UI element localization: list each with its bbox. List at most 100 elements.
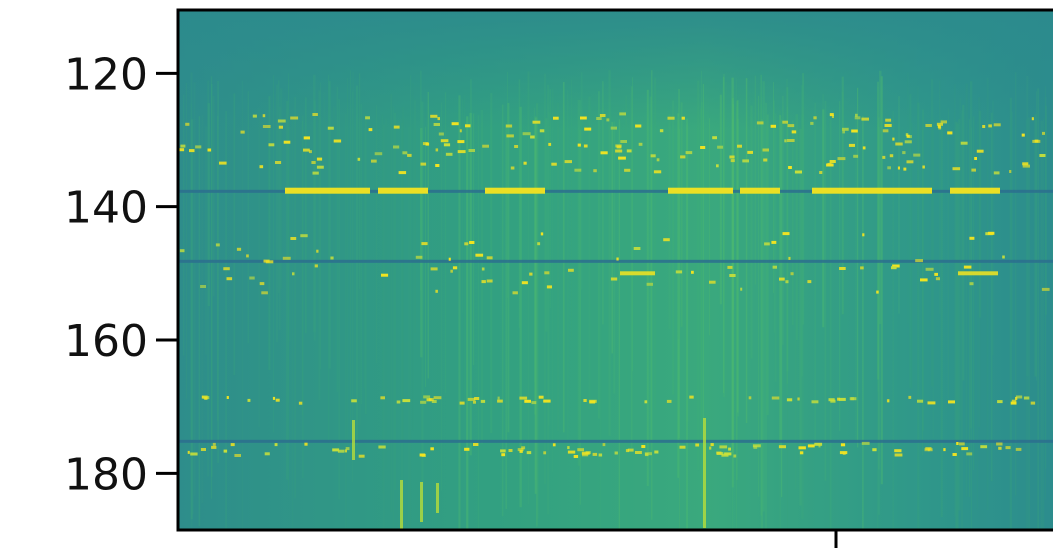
bright-pixel xyxy=(1039,154,1046,157)
bright-pixel xyxy=(457,150,466,154)
bright-pixel xyxy=(459,129,462,133)
bright-pixel xyxy=(283,140,291,144)
bright-pixel xyxy=(435,164,440,167)
bright-pixel xyxy=(332,448,340,452)
bright-pixel xyxy=(430,267,438,271)
texture-stripe xyxy=(356,85,359,446)
bright-pixel xyxy=(437,117,440,121)
bright-pixel xyxy=(344,449,347,453)
bright-pixel xyxy=(365,116,370,120)
texture-stripe xyxy=(686,118,688,530)
bright-pixel xyxy=(772,265,777,269)
bright-pixel xyxy=(1031,117,1034,121)
texture-stripe xyxy=(750,105,753,359)
bright-pixel xyxy=(982,125,986,128)
bright-pixel xyxy=(371,159,377,163)
texture-stripe xyxy=(400,122,404,500)
bright-pixel xyxy=(771,396,780,400)
bright-pixel xyxy=(428,398,434,402)
bright-pixel xyxy=(814,442,823,446)
y-tick-label: 140 xyxy=(64,183,148,234)
bright-pixel xyxy=(635,124,642,128)
bright-pixel xyxy=(827,162,832,166)
bright-pixel xyxy=(540,232,544,236)
texture-stripe xyxy=(766,114,769,415)
texture-stripe xyxy=(972,116,975,471)
bright-pixel xyxy=(211,445,217,449)
bright-pixel xyxy=(308,150,312,154)
bright-pixel xyxy=(472,400,476,404)
texture-stripe xyxy=(898,96,900,314)
texture-stripe xyxy=(534,116,537,481)
bright-pixel xyxy=(600,151,608,155)
bright-pixel xyxy=(709,280,716,284)
texture-stripe xyxy=(302,115,304,478)
bright-pixel xyxy=(580,116,587,120)
bright-pixel xyxy=(380,396,385,400)
bright-pixel xyxy=(314,264,318,268)
texture-stripe xyxy=(444,92,447,394)
texture-stripe xyxy=(480,109,484,444)
texture-stripe xyxy=(420,70,422,291)
texture-stripe xyxy=(880,76,883,485)
bright-pixel xyxy=(548,142,552,146)
texture-stripe xyxy=(278,80,280,294)
texture-stripe xyxy=(190,119,193,520)
texture-stripe xyxy=(212,95,215,297)
texture-stripe xyxy=(786,87,789,372)
bright-pixel xyxy=(553,116,559,120)
bright-pixel xyxy=(969,282,974,286)
texture-stripe xyxy=(932,118,934,439)
texture-stripe xyxy=(697,80,700,471)
bright-pixel xyxy=(620,140,627,143)
bright-pixel xyxy=(782,120,788,124)
texture-stripe xyxy=(668,113,671,329)
bright-pixel xyxy=(519,396,528,400)
bright-pixel xyxy=(763,158,768,162)
texture-stripe xyxy=(679,128,680,530)
bright-pixel xyxy=(786,398,793,402)
texture-stripe xyxy=(772,98,774,330)
bright-pixel xyxy=(234,454,241,457)
bright-pixel xyxy=(200,448,206,451)
texture-stripe xyxy=(534,117,537,494)
texture-stripe xyxy=(352,71,354,418)
bright-pixel xyxy=(212,442,216,446)
texture-stripe xyxy=(527,71,530,505)
texture-stripe xyxy=(571,79,572,341)
bright-pixel xyxy=(599,114,606,117)
texture-stripe xyxy=(702,84,704,526)
bright-pixel xyxy=(481,267,485,271)
bright-pixel xyxy=(902,151,906,155)
bright-pixel xyxy=(807,280,812,284)
texture-stripe xyxy=(207,80,210,477)
bright-pixel xyxy=(663,238,670,242)
texture-stripe xyxy=(577,99,580,466)
bright-pixel xyxy=(530,135,535,139)
bright-pixel xyxy=(727,265,733,269)
bright-pixel xyxy=(882,155,886,159)
texture-stripe xyxy=(841,76,844,315)
texture-stripe xyxy=(364,114,367,415)
bright-pixel xyxy=(927,401,936,405)
y-tick-label: 120 xyxy=(64,49,148,100)
texture-stripe xyxy=(801,85,803,377)
bright-pixel xyxy=(752,444,761,448)
bright-pixel xyxy=(785,280,789,284)
texture-stripe xyxy=(731,98,734,488)
texture-stripe xyxy=(719,94,722,305)
bright-pixel xyxy=(952,453,957,456)
texture-stripe xyxy=(313,74,316,332)
texture-stripe xyxy=(779,115,782,448)
bright-pixel xyxy=(544,271,550,275)
bright-pixel xyxy=(842,127,849,131)
bright-pixel xyxy=(853,154,859,158)
bright-pixel xyxy=(519,449,523,453)
bright-pixel xyxy=(261,291,268,295)
bright-pixel xyxy=(993,171,1000,175)
texture-stripe xyxy=(736,100,739,413)
texture-stripe xyxy=(190,103,192,438)
bright-pixel xyxy=(740,287,743,291)
bright-pixel xyxy=(650,154,656,158)
